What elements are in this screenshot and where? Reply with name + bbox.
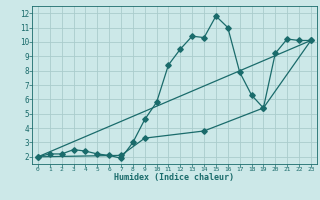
X-axis label: Humidex (Indice chaleur): Humidex (Indice chaleur) [115, 173, 234, 182]
